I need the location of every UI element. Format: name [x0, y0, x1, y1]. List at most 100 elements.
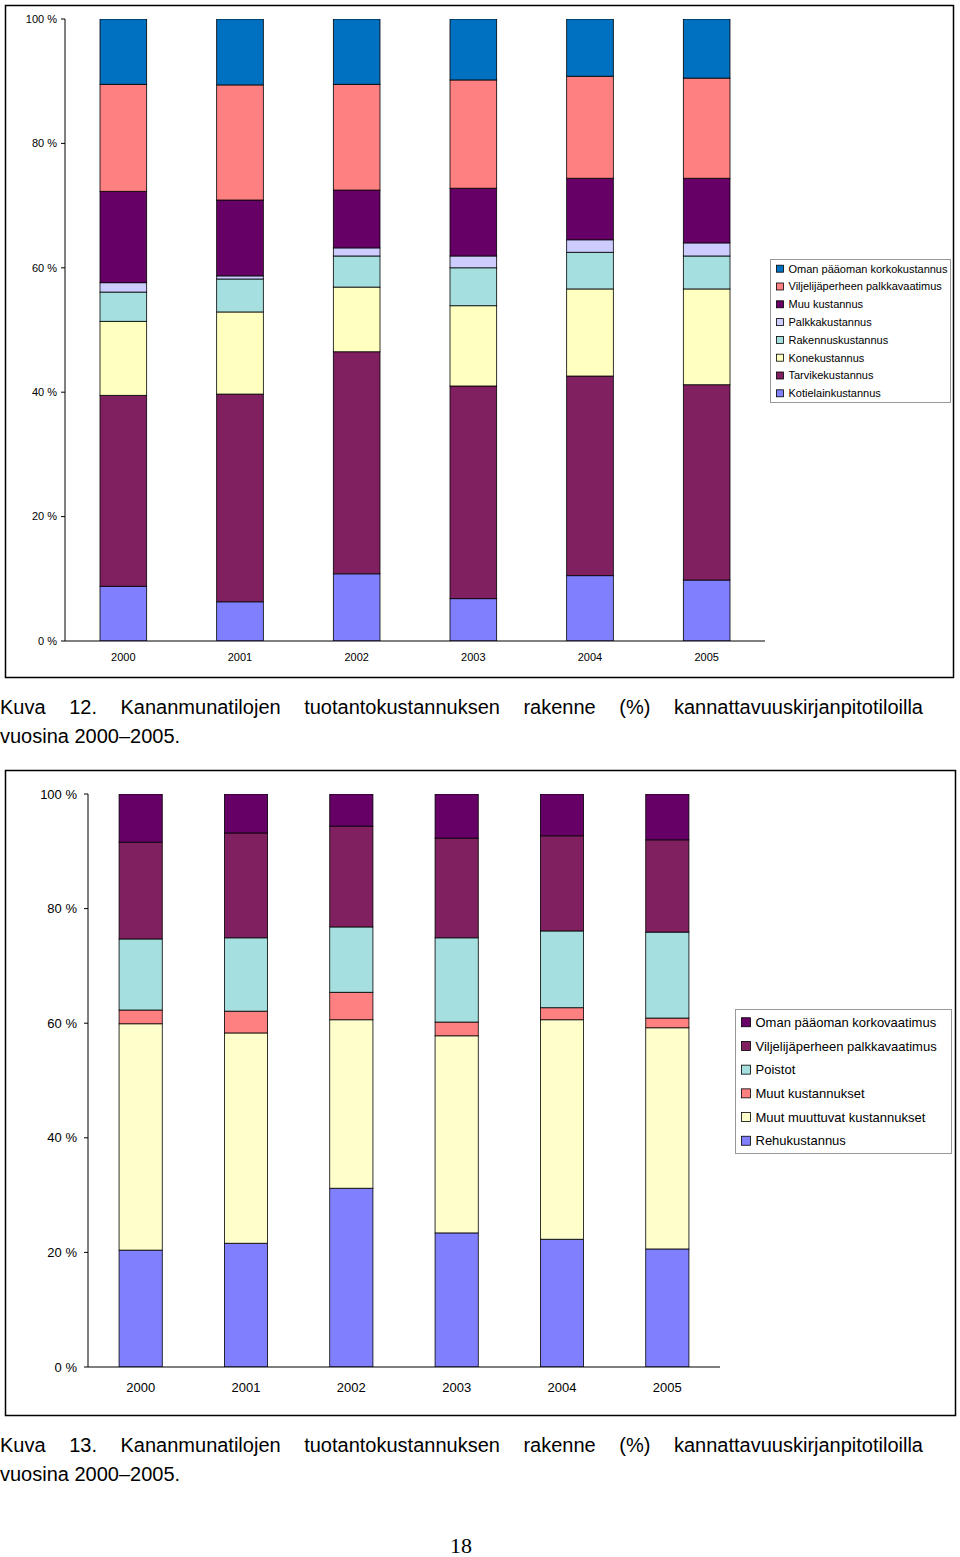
legend-label: Muu kustannus [789, 298, 864, 310]
bar-segment [100, 321, 147, 395]
y-tick-label: 40 % [47, 1130, 77, 1145]
legend-swatch [777, 265, 784, 272]
bar-segment [450, 256, 497, 268]
bar-segment [333, 84, 380, 190]
bar-segment [224, 1033, 267, 1243]
caption-line: vuosina 2000–2005. [0, 722, 923, 751]
bar-segment [100, 191, 147, 282]
legend-label: Konekustannus [789, 352, 865, 364]
bar-segment [567, 76, 614, 178]
bar-segment [217, 200, 264, 276]
caption-line: Kuva 12. Kananmunatilojen tuotantokustan… [0, 693, 923, 722]
bar-segment [224, 1243, 267, 1367]
bar-segment [540, 1020, 583, 1239]
y-tick [61, 516, 65, 517]
chart: 0 %20 %40 %60 %80 %100 %2000200120022003… [6, 771, 956, 1416]
bar-segment [224, 1011, 267, 1033]
bar-segment [646, 1018, 689, 1028]
bar-segment [217, 276, 264, 279]
x-tick-label: 2002 [337, 1380, 366, 1395]
bar-segment [330, 992, 373, 1020]
bar-segment [646, 840, 689, 932]
x-tick-label: 2005 [694, 651, 718, 663]
x-tick-label: 2002 [344, 651, 368, 663]
bar-segment [224, 833, 267, 938]
bar-segment [450, 80, 497, 188]
bar-segment [435, 838, 478, 938]
x-tick-label: 2004 [548, 1380, 577, 1395]
legend-label: Viljelijäperheen palkkavaatimus [789, 280, 943, 292]
bar-segment [330, 1188, 373, 1367]
legend: Oman pääoman korkovaatimusViljelijäperhe… [736, 1010, 952, 1154]
bar-segment [567, 19, 614, 76]
bar-segment [119, 842, 162, 939]
x-tick-label: 2003 [442, 1380, 471, 1395]
x-tick-label: 2001 [232, 1380, 261, 1395]
x-tick-label: 2004 [578, 651, 602, 663]
legend-label: Oman pääoman korkokustannus [789, 263, 948, 275]
y-tick-label: 0 % [38, 635, 57, 647]
y-axis [65, 19, 66, 641]
bar-segment [567, 376, 614, 576]
bar-segment [646, 1249, 689, 1367]
bar-segment [333, 574, 380, 641]
bar-segment [119, 1024, 162, 1250]
y-tick [84, 1252, 88, 1253]
bar-segment [540, 931, 583, 1008]
bar-segment [646, 794, 689, 840]
bar-segment [217, 279, 264, 312]
bar-segment [217, 312, 264, 394]
bar-segment [450, 306, 497, 386]
legend-swatch [742, 1065, 751, 1074]
bar-segment [100, 292, 147, 321]
caption: Kuva 13. Kananmunatilojen tuotantokustan… [0, 1431, 923, 1489]
y-tick [61, 641, 65, 642]
bar-segment [100, 586, 147, 641]
y-tick-label: 20 % [47, 1245, 77, 1260]
bar-segment [435, 794, 478, 838]
bar-segment [540, 1239, 583, 1367]
bar-segment [540, 794, 583, 836]
bar-segment [567, 252, 614, 289]
bar-segment [540, 836, 583, 931]
bar-segment [567, 576, 614, 641]
legend-swatch [777, 283, 784, 290]
y-axis [88, 794, 89, 1367]
y-tick-label: 40 % [32, 386, 57, 398]
legend: Oman pääoman korkokustannus Viljelijäperh… [771, 260, 951, 403]
legend-swatch [777, 319, 784, 326]
bar-segment [224, 938, 267, 1011]
bar-segment [217, 85, 264, 200]
y-tick [61, 19, 65, 20]
y-tick [84, 1367, 88, 1368]
bar-segment [450, 188, 497, 256]
bar-segment [450, 599, 497, 641]
bar-segment [100, 283, 147, 292]
bar-segment [567, 178, 614, 240]
bars [119, 794, 689, 1367]
bar-segment [435, 1036, 478, 1233]
bar-segment [540, 1008, 583, 1020]
bar-segment [119, 1010, 162, 1024]
caption: Kuva 12. Kananmunatilojen tuotantokustan… [0, 693, 923, 751]
x-axis [65, 641, 765, 642]
bar-segment [450, 19, 497, 80]
legend-swatch [777, 354, 784, 361]
legend-swatch [742, 1113, 751, 1122]
y-tick [61, 392, 65, 393]
y-tick [84, 1023, 88, 1024]
y-tick-label: 100 % [26, 13, 57, 25]
legend-swatch [777, 336, 784, 343]
y-tick-label: 20 % [32, 510, 57, 522]
bar-segment [567, 240, 614, 252]
bar-segment [333, 190, 380, 248]
legend-label: Muut kustannukset [756, 1086, 866, 1101]
bar-segment [450, 268, 497, 306]
bar-segment [435, 1022, 478, 1036]
legend-swatch [777, 301, 784, 308]
legend-box [736, 1010, 952, 1154]
caption-line: Kuva 13. Kananmunatilojen tuotantokustan… [0, 1431, 923, 1460]
x-tick-label: 2000 [111, 651, 135, 663]
y-tick-label: 0 % [55, 1360, 78, 1375]
legend-label: Rakennuskustannus [789, 334, 889, 346]
